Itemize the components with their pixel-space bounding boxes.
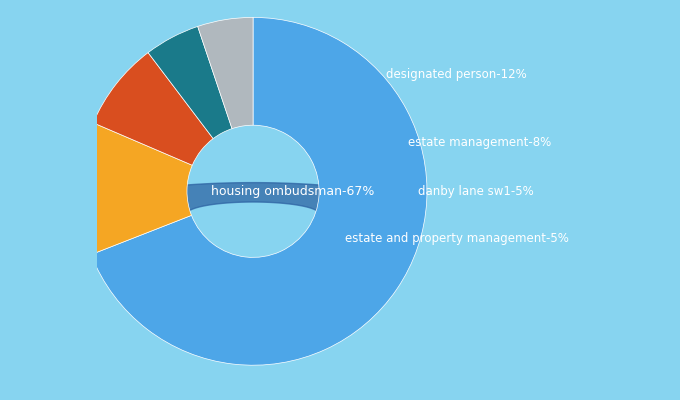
Wedge shape	[93, 53, 213, 165]
Wedge shape	[79, 123, 192, 254]
Text: housing ombudsman-67%: housing ombudsman-67%	[211, 185, 375, 198]
Wedge shape	[91, 17, 427, 365]
Text: designated person-12%: designated person-12%	[386, 68, 527, 81]
Text: estate management-8%: estate management-8%	[407, 136, 551, 149]
Polygon shape	[82, 183, 424, 212]
Wedge shape	[148, 26, 232, 139]
Wedge shape	[198, 17, 253, 129]
Text: danby lane sw1-5%: danby lane sw1-5%	[418, 185, 534, 198]
Text: estate and property management-5%: estate and property management-5%	[345, 232, 568, 245]
